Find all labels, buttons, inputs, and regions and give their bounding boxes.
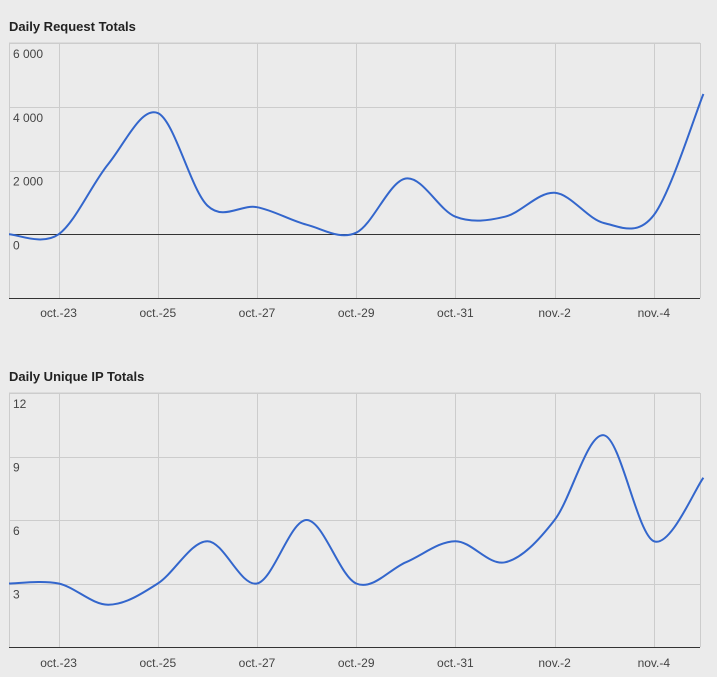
x-tick-label: oct.-23 <box>40 306 77 320</box>
y-tick-label: 3 <box>13 588 20 602</box>
x-tick-label: nov.-2 <box>538 656 571 670</box>
x-tick-label: oct.-31 <box>437 306 474 320</box>
requests-series-line <box>8 93 705 241</box>
y-tick-label: 6 <box>13 524 20 538</box>
gridlines <box>9 42 701 298</box>
chart-title-requests: Daily Request Totals <box>9 19 136 34</box>
x-tick-label: nov.-4 <box>638 306 671 320</box>
x-tick-label: oct.-27 <box>239 306 276 320</box>
chart-title-unique-ip: Daily Unique IP Totals <box>9 369 145 384</box>
y-tick-label: 4 000 <box>13 111 43 125</box>
y-tick-label: 12 <box>13 397 27 411</box>
x-tick-label: oct.-29 <box>338 306 375 320</box>
x-tick-label: oct.-31 <box>437 656 474 670</box>
x-tick-label: oct.-29 <box>338 656 375 670</box>
y-tick-label: 9 <box>13 461 20 475</box>
x-tick-label: oct.-25 <box>139 656 176 670</box>
y-tick-label: 0 <box>13 238 20 252</box>
y-tick-label: 2 000 <box>13 175 43 189</box>
unique-ip-series-line <box>8 434 705 606</box>
y-tick-label: 6 000 <box>13 47 43 61</box>
x-tick-label: oct.-23 <box>40 656 77 670</box>
daily-unique-ip-totals-chart: 12 9 6 3 oct.-23 oct.-25 oct.-27 oct.-29 oct.-31… <box>8 392 705 670</box>
x-tick-label: nov.-4 <box>638 656 671 670</box>
gridlines <box>9 392 701 647</box>
x-tick-label: oct.-27 <box>239 656 276 670</box>
x-tick-label: nov.-2 <box>538 306 571 320</box>
daily-request-totals-chart: 6 000 4 000 2 000 0 oct.-23 oct.-25 oct.-27 oct… <box>8 42 705 320</box>
x-tick-label: oct.-25 <box>139 306 176 320</box>
